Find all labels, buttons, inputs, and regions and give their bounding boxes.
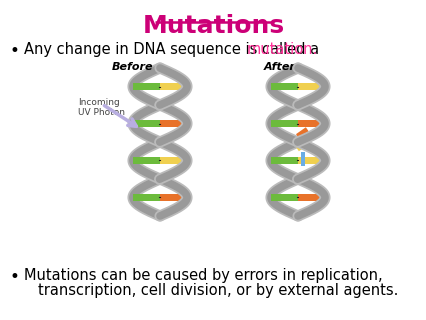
Text: Mutations can be caused by errors in replication,: Mutations can be caused by errors in rep… <box>24 268 382 283</box>
Text: Incoming
UV Photon: Incoming UV Photon <box>78 98 125 117</box>
Bar <box>132 157 160 164</box>
Bar <box>160 83 187 90</box>
Text: transcription, cell division, or by external agents.: transcription, cell division, or by exte… <box>38 283 397 298</box>
Text: After: After <box>263 62 295 72</box>
Bar <box>297 157 324 164</box>
Bar <box>271 120 297 127</box>
Text: mutation.: mutation. <box>247 42 318 57</box>
Bar <box>297 194 324 201</box>
Text: Before: Before <box>112 62 153 72</box>
Bar <box>160 120 187 127</box>
Bar <box>271 157 297 164</box>
Bar <box>132 194 160 201</box>
Text: •: • <box>10 268 20 286</box>
Text: •: • <box>10 42 20 60</box>
Bar <box>271 83 297 90</box>
Text: Any change in DNA sequence is called a: Any change in DNA sequence is called a <box>24 42 323 57</box>
Polygon shape <box>295 127 308 138</box>
Bar <box>271 194 297 201</box>
Polygon shape <box>300 152 304 166</box>
Polygon shape <box>295 142 305 151</box>
Bar <box>297 120 324 127</box>
Bar <box>297 83 324 90</box>
Bar <box>160 157 187 164</box>
Text: Mutations: Mutations <box>142 14 284 38</box>
Bar <box>132 83 160 90</box>
Bar <box>160 194 187 201</box>
Bar <box>132 120 160 127</box>
